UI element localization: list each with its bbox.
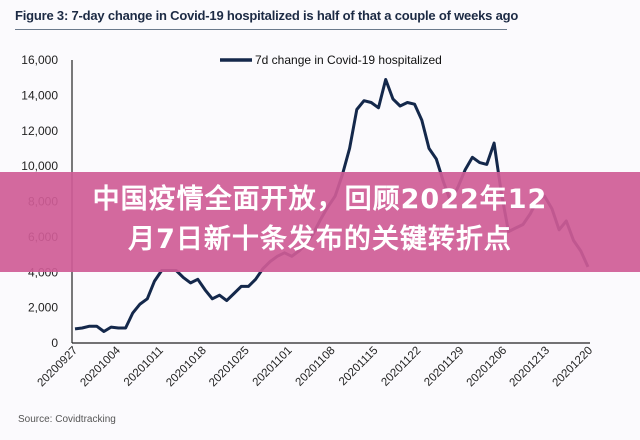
figure-title: Figure 3: 7-day change in Covid-19 hospi… <box>15 8 519 23</box>
headline-text: 中国疫情全面开放，回顾2022年12 月7日新十条发布的关键转折点 <box>0 180 640 260</box>
y-tick-label: 0 <box>51 336 58 350</box>
headline-banner <box>0 172 640 272</box>
x-tick-label: 20201108 <box>294 345 338 389</box>
source-note: Source: Covidtracking <box>18 414 116 425</box>
x-tick-label: 20201220 <box>550 345 595 390</box>
y-tick-label: 10,000 <box>21 159 58 173</box>
x-tick-label: 20201206 <box>465 345 510 390</box>
y-tick-label: 12,000 <box>21 124 58 138</box>
x-tick-label: 20201025 <box>207 345 252 390</box>
x-tick-label: 20201101 <box>251 345 295 389</box>
x-tick-label: 20201129 <box>422 345 466 389</box>
headline-line-2: 月7日新十条发布的关键转折点 <box>128 224 512 255</box>
x-tick-label: 20201213 <box>508 345 553 390</box>
y-tick-label: 14,000 <box>21 88 58 102</box>
legend-label: 7d change in Covid-19 hospitalized <box>255 53 442 67</box>
x-axis: 2020092720201004202010112020101820201025… <box>35 342 595 390</box>
x-tick-label: 20201115 <box>337 345 380 388</box>
x-tick-label: 20200927 <box>35 345 80 390</box>
x-tick-label: 20201004 <box>78 344 123 389</box>
y-tick-label: 2,000 <box>28 301 58 315</box>
chart-legend: 7d change in Covid-19 hospitalized <box>220 53 442 67</box>
title-divider <box>15 29 507 30</box>
x-tick-label: 20201018 <box>164 345 209 390</box>
headline-line-1: 中国疫情全面开放，回顾2022年12 <box>92 184 548 215</box>
x-tick-label: 20201011 <box>122 345 166 389</box>
x-tick-label: 20201122 <box>379 345 423 389</box>
y-tick-label: 16,000 <box>21 53 58 67</box>
